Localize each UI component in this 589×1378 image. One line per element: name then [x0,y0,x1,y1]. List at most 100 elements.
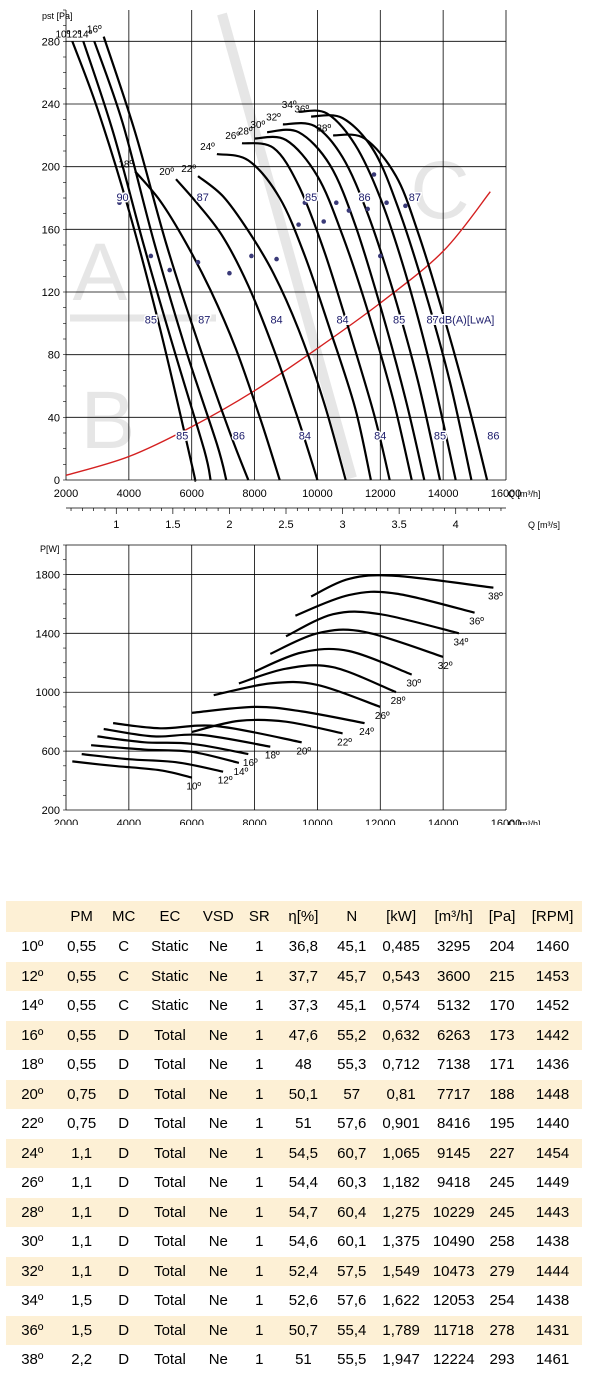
table-cell: 0,55 [58,961,105,991]
power-curve-label: 36º [469,617,484,628]
curve-label: 14º [78,29,93,40]
table-cell: 54,5 [279,1138,328,1168]
table-cell: 0,632 [375,1020,427,1050]
table-cell: 0,55 [58,1020,105,1050]
pressure-chart: AB C 2000 4000 6000 8000 10000 12000 14000 16000 0… [42,9,560,531]
operating-point [167,267,173,273]
x-axis-label: Q [m³/h] [508,819,541,825]
curve-38deg [332,133,489,481]
table-cell: 5132 [437,997,471,1015]
power-curve-label: 20º [296,746,311,757]
table-cell: 60,3 [337,1174,367,1192]
table-cell: 0,574 [382,997,420,1015]
region-label: A [73,227,128,318]
table-cell: 8416 [437,1115,471,1133]
table-cell: D [104,1256,143,1286]
table-header-cell: [Pa] [481,901,524,932]
table-cell: Static [142,961,198,991]
table-cell: 3295 [437,938,471,956]
table-cell: 278 [481,1315,524,1345]
table-cell: D [104,1315,143,1345]
curve-label: 30º [250,120,265,131]
table-cell: 1453 [523,961,582,991]
table-row: 32º 1,1 D Total Ne 1 52,4 57,5 1,549 10473 279 1444 [6,1256,582,1286]
table-cell: D [118,1056,130,1074]
power-curve-10deg [72,760,192,779]
x-tick-label: 2000 [54,818,78,825]
table-cell: 258 [489,1233,515,1251]
operating-point [296,222,301,227]
table-cell: Ne [197,1256,240,1286]
x-tick-label: 6000 [179,818,203,825]
table-header-cell: [RPM] [523,901,582,932]
x2-axis-label: Q [m³/s] [528,520,560,530]
table-cell: 0,75 [58,1079,105,1109]
curve-label: 36º [294,105,309,116]
table-cell: 1,1 [58,1138,105,1168]
operating-point [148,253,154,259]
curve-24deg [216,153,372,481]
noise-label: 85 [393,314,405,326]
table-cell: 1449 [535,1174,570,1192]
table-cell: 1,5 [71,1292,93,1310]
noise-label: 84 [374,430,386,442]
table-cell: 0,485 [382,938,420,956]
table-cell: D [118,1115,130,1133]
operating-point [302,200,308,205]
table-cell: Total [154,1233,186,1251]
table-cell: 57 [327,1079,376,1109]
x-tick-label: 14000 [428,488,459,500]
table-cell: 60,7 [327,1138,376,1168]
table-cell: 1 [255,1233,264,1251]
table-cell: 0,81 [375,1079,427,1109]
table-cell: 0,55 [67,938,97,956]
power-curve-32deg [269,628,444,658]
system-curve [65,191,491,476]
curve-28deg [254,135,413,481]
table-cell: 14º [21,997,44,1015]
table-cell: 1440 [535,1115,570,1133]
table-header-cell: [m³/h] [426,901,482,932]
region-divider [217,12,357,480]
table-cell: D [118,1351,130,1369]
y-tick-label: 200 [42,162,60,174]
curve-label: 20º [159,167,174,178]
power-curve-20deg [112,722,302,744]
table-header-cell [6,901,59,932]
curve-14deg [93,40,228,481]
table-header-cell: [kW] [375,901,427,932]
table-cell: 1,1 [71,1233,93,1251]
curve-label: 10º [56,29,71,40]
table-cell: C [118,997,130,1015]
table-cell: 22º [21,1115,44,1133]
x2-tick-label: 3 [340,519,346,531]
table-cell: 10490 [432,1233,475,1251]
y-tick-label: 120 [42,287,60,299]
power-curve-38deg [310,574,494,598]
table-cell: 11718 [426,1315,482,1345]
table-cell: 57,6 [337,1292,367,1310]
table-cell: Ne [208,1351,228,1369]
table-cell: 1 [255,997,264,1015]
power-curve-label: 30º [406,679,421,690]
table-cell: 45,1 [337,938,367,956]
table-row: 36º 1,5 D Total Ne 1 50,7 55,4 1,789 11718 278 1431 [6,1315,582,1345]
table-cell: 34º [21,1292,44,1310]
x2-tick-label: 3.5 [391,519,406,531]
table-row: 18º 0,55 D Total Ne 1 48 55,3 0,712 7138 171 1436 [6,1050,582,1080]
table-cell: 0,75 [67,1115,97,1133]
operating-point [365,206,371,212]
table-cell: 60,1 [337,1233,367,1251]
table-cell: 171 [489,1056,515,1074]
curve-label: 32º [266,112,281,123]
table-cell: 227 [481,1138,524,1168]
table-cell: D [104,1079,143,1109]
table-cell: 55,5 [337,1351,367,1369]
curve-label: 16º [87,25,102,36]
table-row: 30º 1,1 D Total Ne 1 54,6 60,1 1,375 10490 258 1438 [6,1227,582,1257]
table-cell: Ne [208,1174,228,1192]
y-tick-label: 40 [48,412,60,424]
table-cell: 1442 [523,1020,582,1050]
table-cell: 0,55 [67,997,97,1015]
table-cell: 18º [21,1056,44,1074]
